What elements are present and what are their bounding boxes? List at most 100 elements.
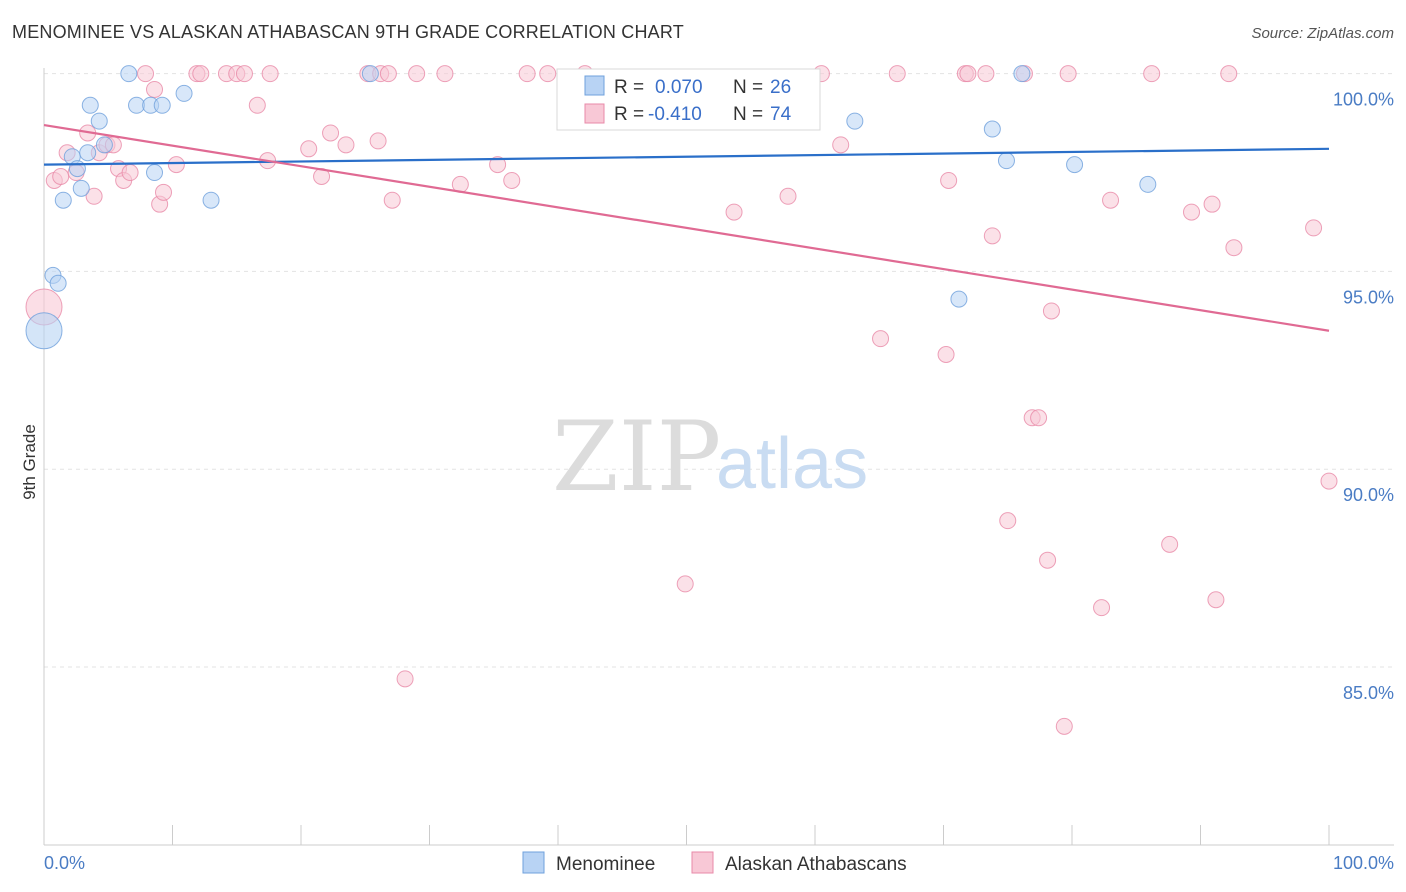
alaskan-point-37 (436, 65, 454, 83)
legend-swatch-alaskan (584, 103, 605, 124)
alaskan-point-69 (1183, 203, 1201, 221)
alaskan-point-42 (539, 65, 557, 83)
axes (43, 68, 1394, 846)
watermark-atlas: atlas (716, 424, 868, 504)
alaskan-point-74 (1305, 219, 1323, 237)
menominee-point-18 (361, 65, 379, 83)
menominee-point-0 (25, 312, 63, 350)
trend-lines (43, 123, 1330, 332)
series-menominee-points (25, 65, 1157, 350)
alaskan-point-51 (937, 345, 955, 363)
menominee-point-19 (846, 112, 864, 130)
menominee-point-20 (950, 290, 968, 308)
alaskan-point-63 (1055, 717, 1073, 735)
watermark-zip: ZIP (552, 401, 721, 513)
bottom-legend-swatch-menominee (522, 851, 545, 874)
series-alaskan-points (25, 65, 1338, 735)
y-tick-labels: 100.0% 95.0% 90.0% 85.0% (1333, 90, 1394, 703)
chart-title: MENOMINEE VS ALASKAN ATHABASCAN 9TH GRAD… (12, 22, 684, 42)
alaskan-point-52 (940, 171, 958, 189)
menominee-point-25 (1139, 175, 1157, 193)
x-tick-label-min: 0.0% (44, 853, 85, 873)
alaskan-point-55 (977, 65, 995, 83)
alaskan-point-16 (155, 183, 173, 201)
alaskan-point-48 (832, 136, 850, 154)
alaskan-point-65 (1093, 599, 1111, 617)
series-legend: Menominee Alaskan Athabascans (522, 851, 907, 875)
watermark: ZIP atlas (552, 401, 868, 513)
legend-r-value-alaskan: -0.410 (648, 104, 702, 125)
alaskan-point-19 (192, 65, 210, 83)
menominee-point-24 (1066, 156, 1084, 174)
menominee-point-23 (1013, 65, 1031, 83)
alaskan-point-34 (383, 191, 401, 209)
bottom-legend-label-menominee: Menominee (556, 854, 655, 875)
alaskan-point-6 (85, 187, 103, 205)
menominee-point-10 (95, 136, 113, 154)
alaskan-point-28 (322, 124, 340, 142)
alaskan-point-33 (379, 65, 397, 83)
legend-r-value-menominee: 0.070 (655, 77, 703, 98)
legend-n-value-menominee: 26 (770, 77, 791, 98)
alaskan-point-75 (1320, 472, 1338, 490)
bottom-legend-swatch-alaskan (691, 851, 714, 874)
alaskan-point-60 (1030, 409, 1048, 427)
legend-r-label-menominee: R = (614, 77, 644, 98)
alaskan-point-12 (121, 164, 139, 182)
alaskan-point-56 (983, 227, 1001, 245)
alaskan-point-17 (167, 156, 185, 174)
y-tick-label-2: 90.0% (1343, 485, 1394, 505)
alaskan-point-40 (503, 171, 521, 189)
alaskan-point-72 (1220, 65, 1238, 83)
alaskan-point-31 (369, 132, 387, 150)
alaskan-point-23 (248, 96, 266, 114)
menominee-point-2 (49, 274, 67, 292)
menominee-point-9 (90, 112, 108, 130)
bottom-legend-label-alaskan: Alaskan Athabascans (725, 854, 907, 875)
menominee-point-21 (983, 120, 1001, 138)
alaskan-point-67 (1143, 65, 1161, 83)
legend-n-label-alaskan: N = (733, 104, 763, 125)
alaskan-point-70 (1203, 195, 1221, 213)
alaskan-point-57 (999, 512, 1017, 530)
y-tick-label-3: 85.0% (1343, 683, 1394, 703)
alaskan-point-26 (300, 140, 318, 158)
menominee-point-17 (202, 191, 220, 209)
source-label: Source: ZipAtlas.com (1251, 25, 1394, 42)
menominee-point-6 (72, 179, 90, 197)
menominee-point-12 (128, 96, 146, 114)
menominee-trend-line (43, 147, 1330, 166)
menominee-point-14 (146, 164, 164, 182)
menominee-point-16 (175, 84, 193, 102)
menominee-point-3 (54, 191, 72, 209)
alaskan-point-46 (779, 187, 797, 205)
menominee-point-22 (997, 152, 1015, 170)
alaskan-point-14 (146, 80, 164, 98)
x-tick-label-max: 100.0% (1333, 853, 1394, 873)
menominee-point-7 (79, 144, 97, 162)
alaskan-trend-line (43, 123, 1330, 332)
alaskan-point-50 (888, 65, 906, 83)
legend-r-label-alaskan: R = (614, 104, 644, 125)
y-tick-label-0: 100.0% (1333, 90, 1394, 110)
y-tick-label-1: 95.0% (1343, 287, 1394, 307)
menominee-point-15 (153, 96, 171, 114)
alaskan-point-66 (1102, 191, 1120, 209)
alaskan-point-36 (408, 65, 426, 83)
alaskan-point-54 (959, 65, 977, 83)
alaskan-point-68 (1161, 535, 1179, 553)
legend-n-label-menominee: N = (733, 77, 763, 98)
alaskan-point-29 (337, 136, 355, 154)
alaskan-point-13 (137, 65, 155, 83)
menominee-point-5 (68, 160, 86, 178)
alaskan-point-44 (676, 575, 694, 593)
alaskan-point-35 (396, 670, 414, 688)
alaskan-point-41 (518, 65, 536, 83)
stats-legend: R = 0.070 N = 26 R = -0.410 N = 74 (556, 68, 821, 131)
x-tick-labels: 0.0% 100.0% (44, 853, 1394, 873)
legend-swatch-menominee (584, 75, 605, 96)
alaskan-point-22 (235, 65, 253, 83)
alaskan-point-49 (872, 330, 890, 348)
alaskan-point-62 (1042, 302, 1060, 320)
